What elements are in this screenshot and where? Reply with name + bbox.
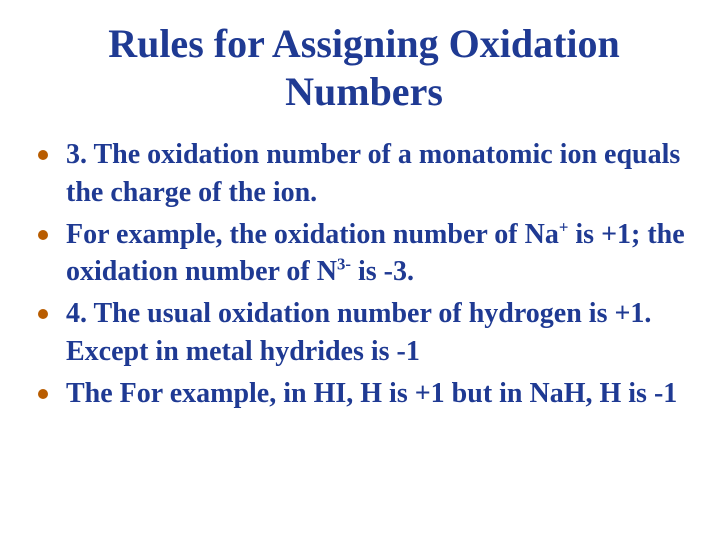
slide-title: Rules for Assigning Oxidation Numbers [30,20,698,116]
bullet-list: 3. The oxidation number of a monatomic i… [30,136,698,413]
list-item: 4. The usual oxidation number of hydroge… [30,295,698,371]
bullet-text: The For example, in HI, H is +1 but in N… [66,378,677,409]
list-item: 3. The oxidation number of a monatomic i… [30,136,698,212]
bullet-text: 3. The oxidation number of a monatomic i… [66,139,680,208]
bullet-icon [38,389,48,399]
bullet-text: 4. The usual oxidation number of hydroge… [66,298,651,367]
list-item: The For example, in HI, H is +1 but in N… [30,375,698,413]
list-item: For example, the oxidation number of Na+… [30,216,698,292]
bullet-icon [38,230,48,240]
bullet-icon [38,150,48,160]
bullet-icon [38,309,48,319]
bullet-text: For example, the oxidation number of Na+… [66,219,685,288]
